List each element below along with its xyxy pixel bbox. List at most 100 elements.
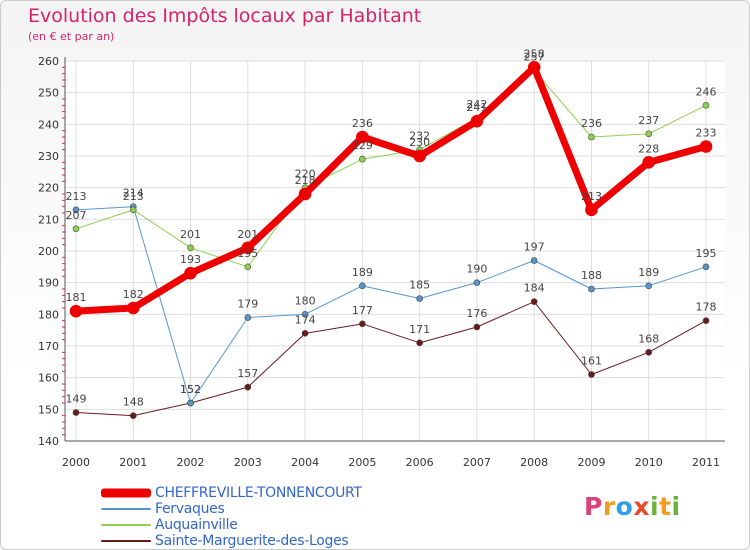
- y-tick-label: 230: [38, 150, 59, 163]
- data-point: [72, 225, 80, 233]
- data-label: 214: [123, 187, 144, 200]
- data-point: [416, 339, 423, 347]
- data-label: 201: [180, 228, 201, 241]
- data-label: 233: [696, 127, 717, 140]
- data-point: [642, 156, 656, 169]
- data-point: [416, 295, 423, 302]
- data-label: 229: [352, 139, 373, 152]
- data-label: 181: [66, 291, 87, 304]
- y-tick-label: 140: [38, 435, 59, 448]
- data-point: [702, 263, 710, 271]
- proxiti-logo: Proxiti: [584, 492, 681, 521]
- data-point: [356, 130, 369, 144]
- data-label: 218: [295, 174, 316, 187]
- data-label: 220: [295, 168, 316, 181]
- data-label: 149: [66, 393, 87, 406]
- data-point: [72, 206, 80, 214]
- data-point: [527, 61, 541, 74]
- x-tick-label: 2006: [406, 456, 434, 469]
- data-label: 213: [581, 190, 602, 203]
- data-point: [301, 330, 309, 337]
- data-label: 152: [180, 383, 201, 396]
- data-label: 179: [237, 298, 258, 311]
- data-point: [187, 244, 194, 252]
- data-label: 257: [524, 51, 545, 64]
- data-label: 148: [123, 396, 144, 409]
- data-point: [473, 279, 481, 286]
- data-label: 195: [237, 247, 258, 260]
- data-label: 189: [352, 266, 373, 279]
- data-point: [530, 257, 538, 264]
- data-point: [72, 409, 80, 416]
- series-line: [75, 70, 707, 268]
- x-tick-label: 2001: [119, 456, 147, 469]
- data-label: 246: [696, 85, 717, 98]
- data-label: 168: [638, 332, 659, 345]
- data-label: 176: [466, 307, 487, 320]
- y-tick-label: 260: [38, 55, 59, 68]
- series-line: [75, 63, 707, 315]
- logo-letter: r: [602, 492, 616, 521]
- data-label: 193: [180, 253, 201, 266]
- data-point: [244, 263, 252, 271]
- x-tick-label: 2010: [635, 456, 663, 469]
- data-label: 195: [696, 247, 717, 260]
- data-label: 177: [352, 304, 373, 317]
- data-point: [244, 314, 252, 321]
- data-point: [702, 317, 710, 324]
- data-point: [187, 399, 194, 407]
- data-point: [645, 130, 653, 138]
- data-label: 178: [696, 301, 717, 314]
- x-tick-label: 2004: [291, 456, 319, 469]
- series-line: [75, 206, 707, 404]
- data-point: [413, 149, 426, 163]
- data-label: 201: [237, 228, 258, 241]
- data-label: 161: [581, 355, 602, 368]
- logo-letter: t: [659, 492, 672, 521]
- data-point: [585, 203, 598, 217]
- data-point: [588, 133, 595, 141]
- data-point: [301, 311, 309, 318]
- data-point: [702, 102, 710, 109]
- data-point: [699, 140, 713, 153]
- data-label: 236: [352, 117, 373, 130]
- data-point: [588, 285, 595, 293]
- x-tick-label: 2011: [692, 456, 720, 469]
- data-label: 232: [409, 130, 430, 143]
- data-label: 171: [409, 323, 430, 336]
- data-point: [184, 266, 197, 280]
- legend-swatch: [101, 488, 151, 498]
- y-tick-label: 150: [38, 403, 59, 416]
- legend-label: Sainte-Marguerite-des-Loges: [155, 533, 349, 549]
- data-point: [530, 298, 538, 305]
- y-tick-label: 200: [38, 245, 59, 258]
- data-label: 189: [638, 266, 659, 279]
- data-label: 157: [237, 367, 258, 380]
- data-label: 180: [295, 294, 316, 307]
- data-label: 230: [409, 136, 430, 149]
- y-tick-label: 170: [38, 340, 59, 353]
- data-label: 241: [466, 101, 487, 114]
- data-label: 228: [638, 142, 659, 155]
- logo-letter: i: [650, 492, 660, 521]
- data-point: [241, 241, 255, 255]
- chart-title: Evolution des Impôts locaux par Habitant: [28, 5, 422, 27]
- x-tick-label: 2008: [520, 456, 548, 469]
- data-point: [359, 282, 366, 290]
- y-tick-label: 220: [38, 182, 59, 195]
- data-point: [126, 301, 140, 315]
- data-point: [244, 383, 252, 391]
- y-tick-label: 180: [38, 308, 59, 321]
- y-tick-label: 160: [38, 372, 59, 385]
- data-point: [470, 114, 484, 128]
- series-line: [75, 301, 707, 417]
- data-label: 213: [66, 190, 87, 203]
- data-label: 197: [524, 241, 545, 254]
- x-tick-label: 2002: [177, 456, 205, 469]
- data-point: [129, 206, 137, 214]
- legend-label: CHEFFREVILLE-TONNENCOURT: [155, 485, 362, 501]
- data-label: 258: [524, 47, 545, 60]
- x-tick-label: 2000: [62, 456, 90, 469]
- data-label: 237: [638, 114, 659, 127]
